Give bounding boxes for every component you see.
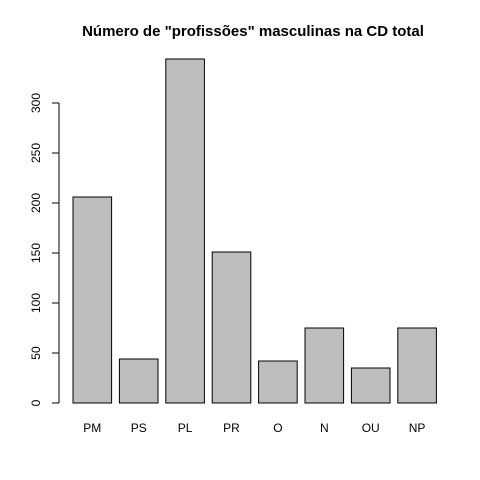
- bars-group: [72, 58, 437, 404]
- y-tick-label-250: 250: [29, 143, 43, 163]
- bar-pm: [72, 196, 113, 404]
- y-tick-label-300: 300: [29, 93, 43, 113]
- x-tick-label-n: N: [320, 421, 329, 435]
- bar-np: [397, 327, 437, 404]
- x-tick-label-o: O: [273, 421, 282, 435]
- bar-pl: [165, 58, 205, 404]
- x-tick-label-pm: PM: [83, 421, 101, 435]
- bar-o: [258, 360, 298, 404]
- y-tick-label-50: 50: [29, 346, 43, 360]
- x-tick-label-ps: PS: [131, 421, 147, 435]
- bar-ps: [118, 358, 159, 404]
- x-tick-label-pr: PR: [223, 421, 240, 435]
- x-tick-label-ou: OU: [362, 421, 380, 435]
- x-tick-labels: PM PS PL PR O N OU NP: [83, 421, 425, 435]
- y-tick-label-150: 150: [29, 243, 43, 263]
- y-tick-label-200: 200: [29, 193, 43, 213]
- bar-ou: [350, 367, 391, 404]
- x-tick-label-np: NP: [409, 421, 426, 435]
- bar-n: [304, 327, 345, 404]
- y-tick-label-100: 100: [29, 293, 43, 313]
- x-tick-label-pl: PL: [178, 421, 193, 435]
- chart-title: Número de "profissões" masculinas na CD …: [82, 23, 424, 40]
- y-tick-label-0: 0: [29, 399, 43, 406]
- y-axis: 0 50 100 150 200 250 300: [29, 93, 60, 406]
- bar-pr: [211, 251, 252, 404]
